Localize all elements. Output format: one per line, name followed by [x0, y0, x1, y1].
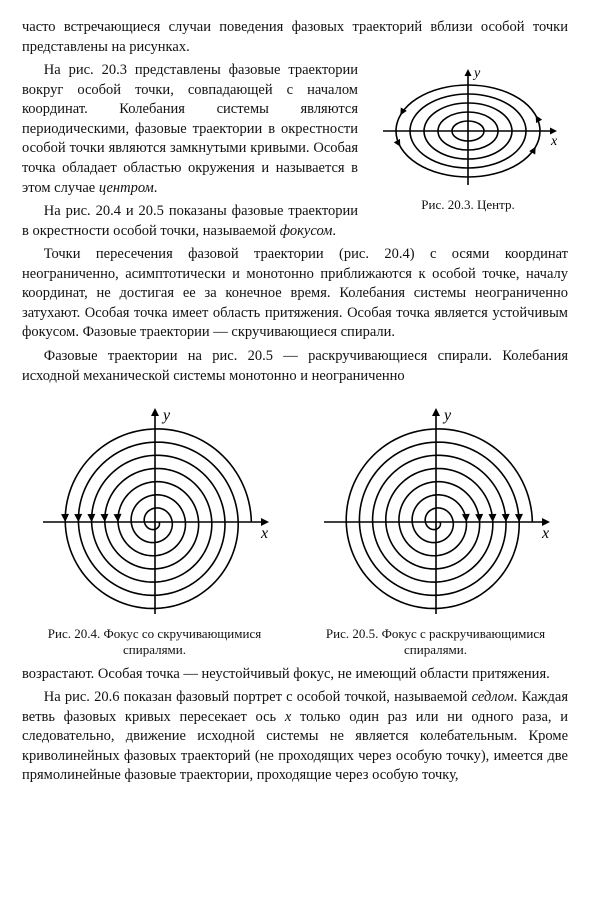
svg-text:y: y	[442, 407, 452, 424]
figure-20-5: yx Рис. 20.5. Фокус с раскручивающимися …	[303, 402, 568, 659]
svg-text:x: x	[550, 134, 558, 149]
para-intro: часто встречающиеся случаи поведения фаз…	[22, 18, 568, 57]
figure-20-4: yx Рис. 20.4. Фокус со скручивающимися с…	[22, 402, 287, 659]
svg-text:y: y	[472, 66, 481, 81]
figure-20-3: yx Рис. 20.3. Центр.	[368, 63, 568, 213]
term-saddle: седлом	[472, 689, 514, 705]
term-focus: фокусом	[280, 223, 333, 239]
para-saddle: На рис. 20.6 показан фазовый портрет с о…	[22, 688, 568, 786]
para-unstable-focus-1: Фазовые траектории на рис. 20.5 — раскру…	[22, 347, 568, 386]
para-center-c: .	[154, 180, 158, 196]
center-diagram: yx	[373, 63, 563, 193]
para-center-a: На рис. 20.3 представлены фазовые траект…	[22, 62, 358, 195]
svg-text:x: x	[541, 525, 549, 542]
svg-text:y: y	[161, 407, 171, 424]
figure-20-3-caption: Рис. 20.3. Центр.	[368, 197, 568, 213]
svg-text:x: x	[260, 525, 268, 542]
stable-focus-diagram: yx	[35, 402, 275, 622]
para-unstable-focus-2: возрастают. Особая точка — неустойчивый …	[22, 665, 568, 685]
para-focus-c: .	[332, 223, 336, 239]
figure-20-4-caption: Рис. 20.4. Фокус со скручивающимися спир…	[22, 626, 287, 659]
figure-20-5-caption: Рис. 20.5. Фокус с раскручивающимися спи…	[303, 626, 568, 659]
term-center: центром	[99, 180, 154, 196]
para-saddle-a: На рис. 20.6 показан фазовый портрет с о…	[44, 689, 472, 705]
figure-row-spirals: yx Рис. 20.4. Фокус со скручивающимися с…	[22, 402, 568, 659]
unstable-focus-diagram: yx	[316, 402, 556, 622]
para-stable-focus: Точки пересечения фазовой траектории (ри…	[22, 245, 568, 343]
